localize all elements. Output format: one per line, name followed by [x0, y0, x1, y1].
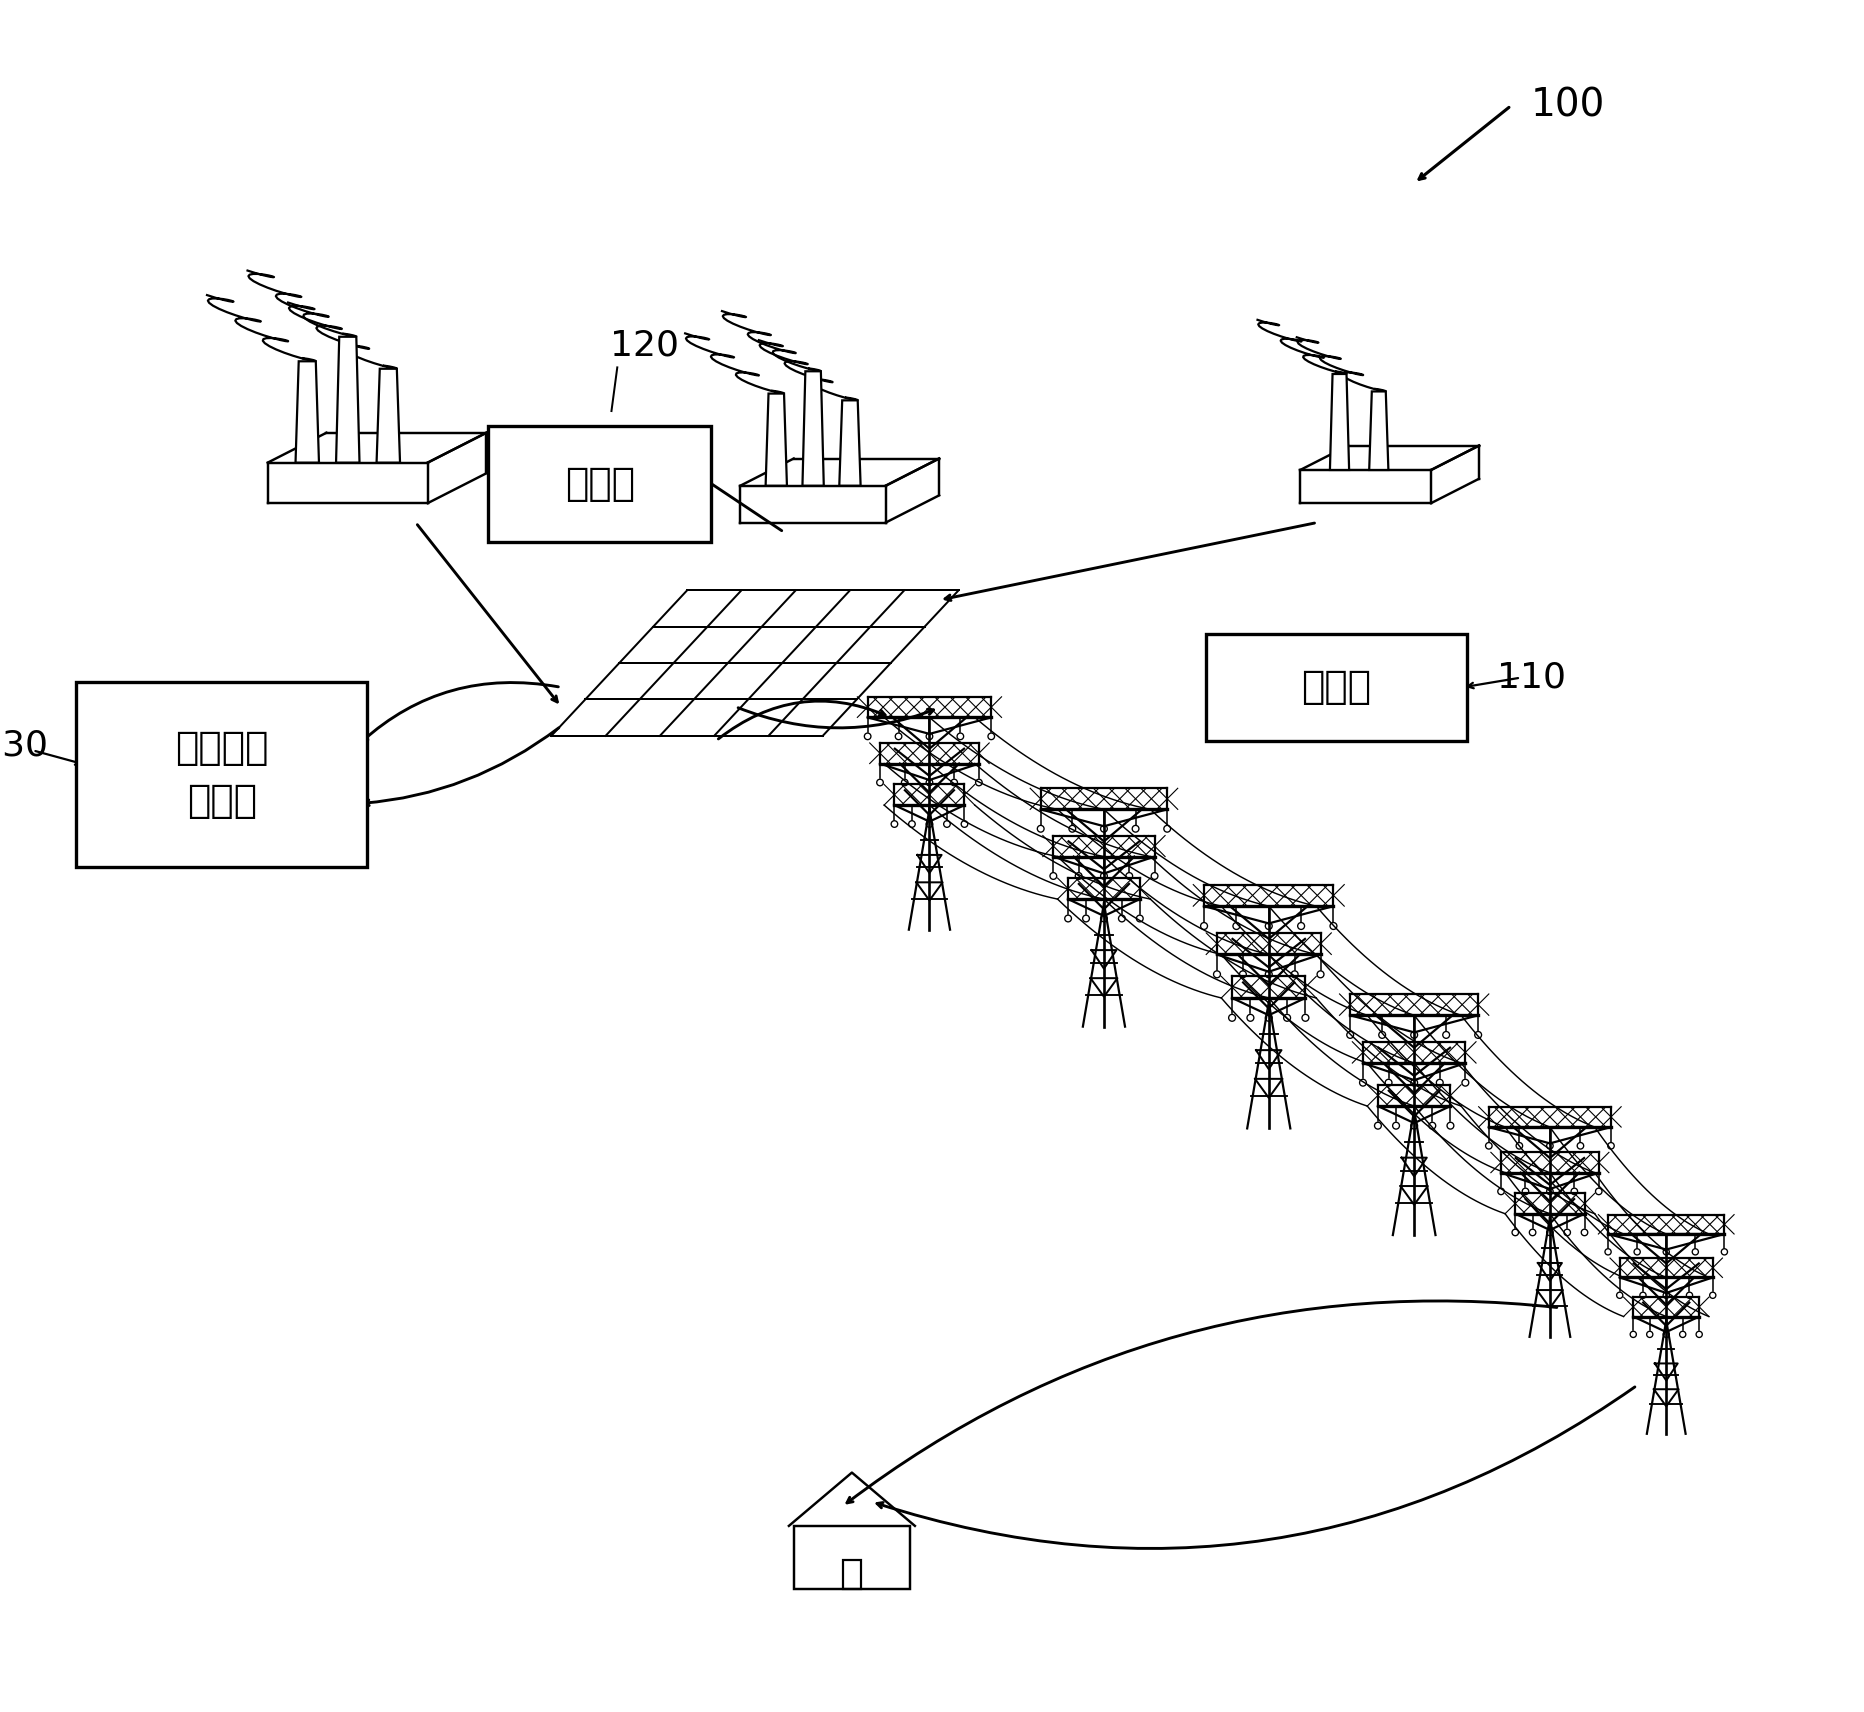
Polygon shape — [377, 368, 401, 462]
Polygon shape — [296, 361, 319, 462]
Polygon shape — [766, 394, 787, 486]
FancyBboxPatch shape — [488, 426, 712, 543]
FancyBboxPatch shape — [1206, 633, 1467, 741]
FancyBboxPatch shape — [76, 683, 367, 866]
Polygon shape — [1370, 392, 1389, 471]
Polygon shape — [802, 372, 824, 486]
Text: 110: 110 — [1497, 661, 1566, 695]
Text: 100: 100 — [1530, 86, 1605, 125]
Polygon shape — [1329, 373, 1350, 471]
Text: 120: 120 — [610, 329, 678, 363]
Text: 监测计算
机设备: 监测计算 机设备 — [175, 729, 268, 820]
Text: 发电机: 发电机 — [1301, 668, 1372, 707]
Text: 传感器: 传感器 — [565, 464, 636, 503]
Polygon shape — [336, 337, 360, 462]
Polygon shape — [839, 401, 861, 486]
Text: 130: 130 — [0, 729, 48, 762]
